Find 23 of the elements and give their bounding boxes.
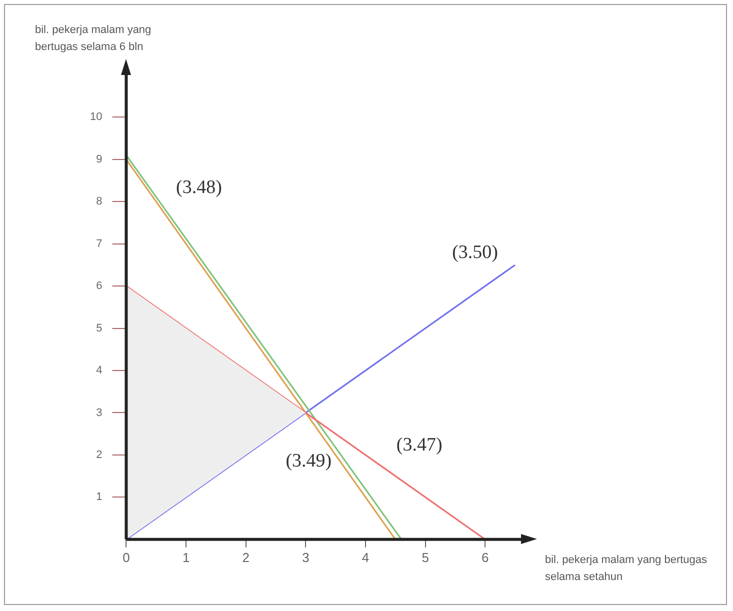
x-tick-label: 3: [302, 550, 310, 565]
x-tick-label: 1: [182, 550, 190, 565]
series-label: (3.47): [396, 434, 442, 456]
x-tick-label: 0: [122, 550, 130, 565]
y-tick-label: 4: [96, 364, 102, 377]
series-label: (3.48): [176, 177, 222, 198]
y-tick-label: 5: [96, 322, 102, 334]
y-tick-label: 7: [96, 238, 102, 250]
series-label: (3.50): [452, 242, 498, 263]
series-label: (3.49): [286, 450, 332, 472]
y-tick-label: 8: [96, 196, 102, 208]
y-tick-label: 3: [96, 406, 102, 419]
x-tick-label: 4: [362, 550, 370, 565]
y-tick-label: 1: [96, 491, 102, 504]
y-tick-label: 2: [96, 448, 102, 461]
x-tick-label: 6: [481, 550, 489, 565]
y-axis-title: bil. pekerja malam yang bertugas selama 6 bln: [35, 23, 152, 55]
y-tick-label: 9: [96, 153, 102, 166]
x-tick-label: 2: [242, 550, 250, 565]
y-tick-label: 10: [90, 111, 102, 124]
y-tick-label: 6: [96, 280, 102, 292]
x-axis-title: bil. pekerja malam yang bertugas selama setahun: [545, 553, 708, 585]
x-tick-label: 5: [422, 550, 429, 565]
